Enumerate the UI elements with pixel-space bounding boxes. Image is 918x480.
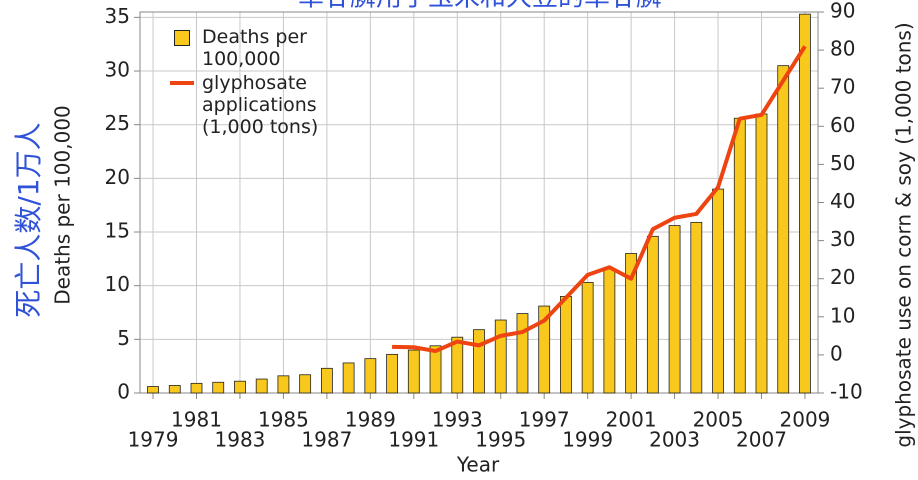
legend-item: Deaths per 100,000: [172, 26, 372, 70]
bar: [212, 381, 225, 394]
legend-label: Deaths per 100,000: [202, 26, 307, 70]
bar: [668, 225, 681, 394]
bar: [799, 13, 811, 394]
legend-label: glyphosate applications (1,000 tons): [202, 72, 319, 138]
y-tick-label: 35: [105, 4, 130, 28]
bar: [386, 353, 398, 394]
bar: [190, 382, 203, 394]
bar: [560, 296, 572, 394]
bar: [712, 188, 724, 394]
y2-tick-label: 20: [830, 265, 855, 289]
x-tick-label: 2005: [693, 408, 744, 432]
line: [392, 45, 807, 354]
y2-tick-label: 60: [830, 113, 855, 137]
y2-tick-label: 50: [830, 151, 855, 175]
x-axis-label: Year: [456, 453, 500, 477]
bar: [255, 378, 268, 394]
y2-tick-label: -10: [830, 380, 863, 404]
x-tick-label: 1995: [475, 428, 526, 452]
x-tick-label: 1997: [519, 408, 570, 432]
x-tick-label: 1985: [258, 408, 309, 432]
bar: [755, 113, 768, 394]
x-tick-label: 2009: [780, 408, 831, 432]
legend-item: glyphosate applications (1,000 tons): [170, 72, 372, 138]
y-tick-label: 25: [105, 111, 130, 135]
bar: [625, 253, 638, 394]
x-tick-label: 1989: [345, 408, 396, 432]
legend-swatch: [174, 30, 190, 46]
bar: [451, 336, 464, 394]
y-tick-label: 30: [105, 58, 130, 82]
x-tick-label: 1991: [388, 428, 439, 452]
chart-title: 草甘膦用于玉米和大豆的草甘膦: [298, 0, 662, 13]
y2-tick-label: 90: [830, 0, 855, 23]
bar: [690, 221, 703, 394]
y2-tick-label: 30: [830, 227, 855, 251]
x-tick-label: 1999: [562, 428, 613, 452]
y2-tick-label: 70: [830, 75, 855, 99]
y2-tick-label: 40: [830, 189, 855, 213]
y-axis-label-cn: 死亡人数/1万人: [12, 122, 45, 317]
bar: [320, 367, 333, 394]
bar: [581, 282, 594, 394]
y2-tick-label: 80: [830, 37, 855, 61]
x-tick-label: 1983: [215, 428, 266, 452]
bar: [234, 380, 246, 394]
x-tick-label: 1981: [171, 408, 222, 432]
bar: [429, 345, 442, 394]
bar: [733, 117, 746, 394]
x-tick-label: 2001: [606, 408, 657, 432]
x-tick-label: 2003: [649, 428, 700, 452]
y-tick-label: 5: [117, 326, 130, 350]
y2-tick-label: 0: [830, 341, 843, 365]
bar: [646, 235, 659, 394]
bar: [777, 65, 790, 394]
bar: [603, 268, 616, 394]
x-tick-label: 1987: [301, 428, 352, 452]
bar: [299, 374, 312, 394]
bar: [516, 313, 529, 394]
bar: [407, 349, 420, 394]
y-tick-label: 20: [105, 165, 130, 189]
bar: [168, 385, 181, 394]
legend-swatch: [170, 81, 194, 85]
bar: [342, 362, 355, 394]
x-tick-label: 1993: [432, 408, 483, 432]
bar: [473, 329, 485, 394]
bar: [494, 319, 507, 394]
y-tick-label: 0: [117, 380, 130, 404]
y-tick-label: 10: [105, 272, 130, 296]
legend: Deaths per 100,000 glyphosate application…: [170, 26, 372, 140]
bar: [538, 305, 551, 394]
x-tick-label: 2007: [736, 428, 787, 452]
y-tick-label: 15: [105, 219, 130, 243]
bar: [364, 358, 377, 394]
bar: [277, 375, 290, 394]
y-axis-label: Deaths per 100,000: [51, 105, 75, 305]
y2-tick-label: 10: [830, 303, 855, 327]
x-tick-label: 1979: [128, 428, 179, 452]
bar: [147, 386, 159, 394]
y2-axis-label: glyphosate use on corn & soy (1,000 tons…: [892, 22, 916, 447]
